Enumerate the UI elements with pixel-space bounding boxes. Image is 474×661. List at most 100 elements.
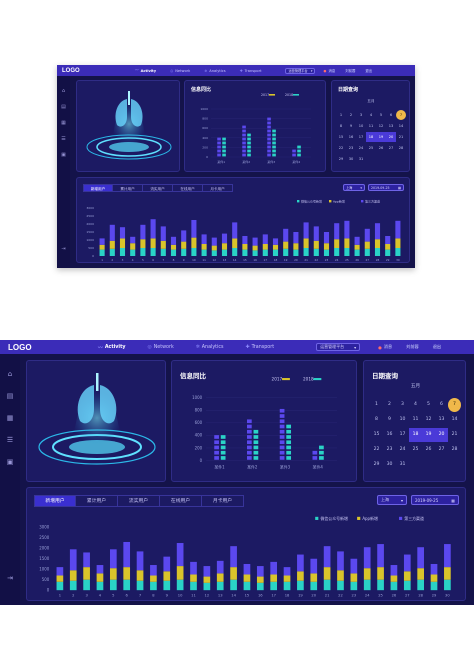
date-select[interactable]: 2019-09-25 ▦ — [411, 495, 459, 505]
calendar-day[interactable]: 2 — [349, 113, 353, 117]
user-label[interactable]: 刘前蓉 — [406, 344, 419, 349]
list-icon[interactable]: ☰ — [61, 136, 66, 142]
calendar-day[interactable]: 29 — [338, 157, 344, 161]
collapse-icon[interactable]: ⇥ — [61, 246, 66, 252]
calendar-grid[interactable]: 五月 1 2 3 4 5 6 7 8 9 10 11 12 13 14 15 16 17 18 19 20 21 22 23 2… — [336, 99, 406, 169]
calendar-day[interactable]: 23 — [386, 447, 393, 452]
calendar-day[interactable]: 3 — [359, 113, 363, 117]
calendar-day[interactable]: 8 — [339, 124, 343, 128]
bell-icon[interactable]: ● — [378, 344, 382, 350]
nav-tab-network[interactable]: ◎ Network — [147, 344, 174, 350]
calendar-day[interactable]: 1 — [375, 402, 378, 407]
calendar-day[interactable]: 14 — [451, 417, 458, 422]
calendar-day[interactable]: 9 — [388, 417, 391, 422]
user-label[interactable]: 刘前蓉 — [345, 69, 356, 73]
calendar-day[interactable]: 7 — [396, 110, 406, 120]
calendar-day[interactable]: 13 — [438, 417, 445, 422]
tab-月卡用户[interactable]: 月卡用户 — [202, 495, 244, 507]
logout-label[interactable]: 退出 — [365, 69, 373, 73]
calendar-day[interactable]: 22 — [373, 447, 380, 452]
calendar-day[interactable]: 20 — [386, 132, 396, 142]
calendar-day[interactable]: 6 — [389, 113, 393, 117]
calendar-day[interactable]: 5 — [379, 113, 383, 117]
calendar-day[interactable]: 16 — [386, 432, 393, 437]
calendar-day[interactable]: 30 — [386, 462, 393, 467]
home-icon[interactable]: ⌂ — [7, 370, 13, 378]
calendar-day[interactable]: 13 — [388, 124, 394, 128]
calendar-day[interactable]: 6 — [440, 402, 443, 407]
nav-tab-transport[interactable]: ✚ Transport — [245, 344, 275, 350]
system-select[interactable]: 运营管理平台 ▾ — [316, 343, 361, 351]
doc-icon[interactable]: ▤ — [6, 392, 14, 400]
calendar-grid[interactable]: 五月 1 2 3 4 5 6 7 8 9 10 11 12 13 14 15 16 17 18 19 20 21 22 23 2… — [370, 383, 462, 479]
calendar-day[interactable]: 1 — [339, 113, 343, 117]
list-icon[interactable]: ☰ — [6, 436, 14, 444]
date-select[interactable]: 2019-09-25 ▦ — [368, 184, 404, 191]
calendar-day[interactable]: 11 — [412, 417, 419, 422]
calendar-day[interactable]: 19 — [422, 428, 435, 442]
nav-tab-network[interactable]: ◎ Network — [170, 68, 191, 73]
calendar-day[interactable]: 7 — [448, 398, 461, 412]
calendar-day[interactable]: 27 — [438, 447, 445, 452]
calendar-day[interactable]: 30 — [348, 157, 354, 161]
tab-新增用户[interactable]: 新增用户 — [34, 495, 76, 507]
tab-流实用户[interactable]: 流实用户 — [143, 184, 173, 192]
calendar-day[interactable]: 24 — [358, 146, 364, 150]
calendar-day[interactable]: 21 — [398, 135, 404, 139]
nav-tab-activity[interactable]: 〰 Activity — [98, 344, 126, 351]
calendar-day[interactable]: 31 — [358, 157, 364, 161]
calendar-day[interactable]: 23 — [348, 146, 354, 150]
calendar-day[interactable]: 17 — [358, 135, 364, 139]
calendar-day[interactable]: 4 — [369, 113, 373, 117]
tab-在线用户[interactable]: 在线用户 — [160, 495, 202, 507]
calendar-day[interactable]: 27 — [388, 146, 394, 150]
chat-icon[interactable]: ▣ — [6, 458, 14, 466]
calendar-day[interactable]: 25 — [412, 447, 419, 452]
calendar-day[interactable]: 10 — [399, 417, 406, 422]
calendar-day[interactable]: 15 — [338, 135, 344, 139]
system-select[interactable]: 运营管理平台 ▾ — [285, 67, 316, 74]
calendar-day[interactable]: 26 — [378, 146, 384, 150]
calendar-day[interactable]: 22 — [338, 146, 344, 150]
calendar-day[interactable]: 25 — [368, 146, 374, 150]
tab-在线用户[interactable]: 在线用户 — [173, 184, 203, 192]
calendar-day[interactable]: 26 — [425, 447, 432, 452]
collapse-icon[interactable]: ⇥ — [7, 574, 13, 582]
calendar-day[interactable]: 2 — [388, 402, 391, 407]
calendar-day[interactable]: 8 — [375, 417, 378, 422]
calendar-day[interactable]: 28 — [398, 146, 404, 150]
tab-累计用户[interactable]: 累计用户 — [76, 495, 118, 507]
calendar-icon[interactable]: ▦ — [6, 414, 14, 422]
calendar-day[interactable]: 31 — [399, 462, 406, 467]
calendar-day[interactable]: 24 — [399, 447, 406, 452]
calendar-day[interactable]: 12 — [378, 124, 384, 128]
calendar-day[interactable]: 11 — [368, 124, 374, 128]
calendar-day[interactable]: 5 — [427, 402, 430, 407]
calendar-icon[interactable]: ▦ — [61, 120, 66, 126]
nav-tab-analytics[interactable]: ✲ Analytics — [195, 344, 224, 350]
tab-累计用户[interactable]: 累计用户 — [113, 184, 143, 192]
calendar-day[interactable]: 18 — [366, 132, 376, 142]
nav-tab-transport[interactable]: ✚ Transport — [239, 68, 262, 73]
calendar-day[interactable]: 4 — [414, 402, 417, 407]
calendar-day[interactable]: 18 — [409, 428, 422, 442]
calendar-day[interactable]: 17 — [399, 432, 406, 437]
chat-icon[interactable]: ▣ — [61, 152, 66, 158]
logout-label[interactable]: 退出 — [432, 344, 442, 349]
calendar-day[interactable]: 20 — [435, 428, 448, 442]
calendar-day[interactable]: 29 — [373, 462, 380, 467]
bell-icon[interactable]: ● — [323, 68, 327, 73]
calendar-day[interactable]: 14 — [398, 124, 404, 128]
doc-icon[interactable]: ▤ — [61, 104, 66, 110]
calendar-day[interactable]: 9 — [349, 124, 353, 128]
calendar-day[interactable]: 10 — [358, 124, 364, 128]
calendar-day[interactable]: 12 — [425, 417, 432, 422]
nav-tab-activity[interactable]: 〰 Activity — [135, 68, 157, 73]
tab-月卡用户[interactable]: 月卡用户 — [203, 184, 233, 192]
calendar-day[interactable]: 15 — [373, 432, 380, 437]
calendar-day[interactable]: 16 — [348, 135, 354, 139]
calendar-day[interactable]: 3 — [401, 402, 404, 407]
nav-tab-analytics[interactable]: ✲ Analytics — [204, 68, 226, 73]
region-select[interactable]: 上海 ▾ — [377, 495, 407, 505]
calendar-day[interactable]: 28 — [451, 447, 458, 452]
